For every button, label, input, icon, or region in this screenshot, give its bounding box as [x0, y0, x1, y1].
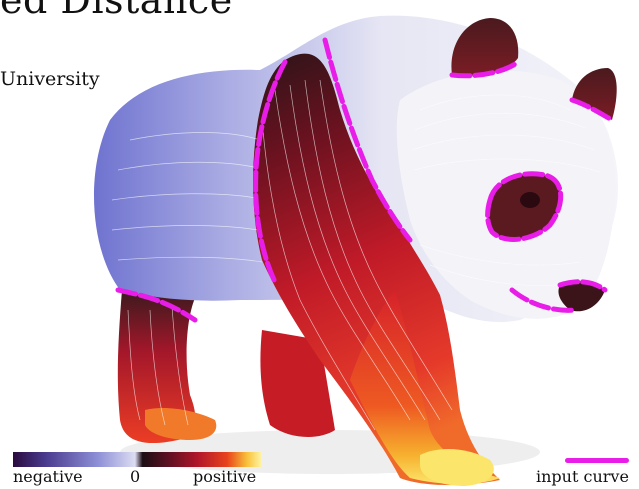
legend-positive-label: positive [193, 467, 257, 486]
color-scale-bar [13, 452, 262, 467]
page-title-fragment: ed Distance [0, 0, 233, 22]
nose [558, 280, 605, 312]
legend-input-curve-label: input curve [536, 467, 629, 486]
contour-lines [111, 79, 601, 431]
input-curve-swatch [565, 458, 629, 463]
front-leg [350, 290, 500, 484]
ear-left [451, 18, 519, 76]
back-leg [117, 290, 196, 444]
input-curve [115, 37, 615, 323]
ear-right [572, 68, 617, 120]
back-leg-far [260, 330, 335, 437]
affiliation-fragment: University [0, 68, 100, 90]
legend-zero-label: 0 [130, 467, 141, 486]
legend-negative-label: negative [13, 467, 83, 486]
front-paw [420, 448, 494, 486]
shoulder-band [253, 53, 500, 486]
eye-patch [487, 173, 561, 240]
eye [520, 192, 540, 208]
